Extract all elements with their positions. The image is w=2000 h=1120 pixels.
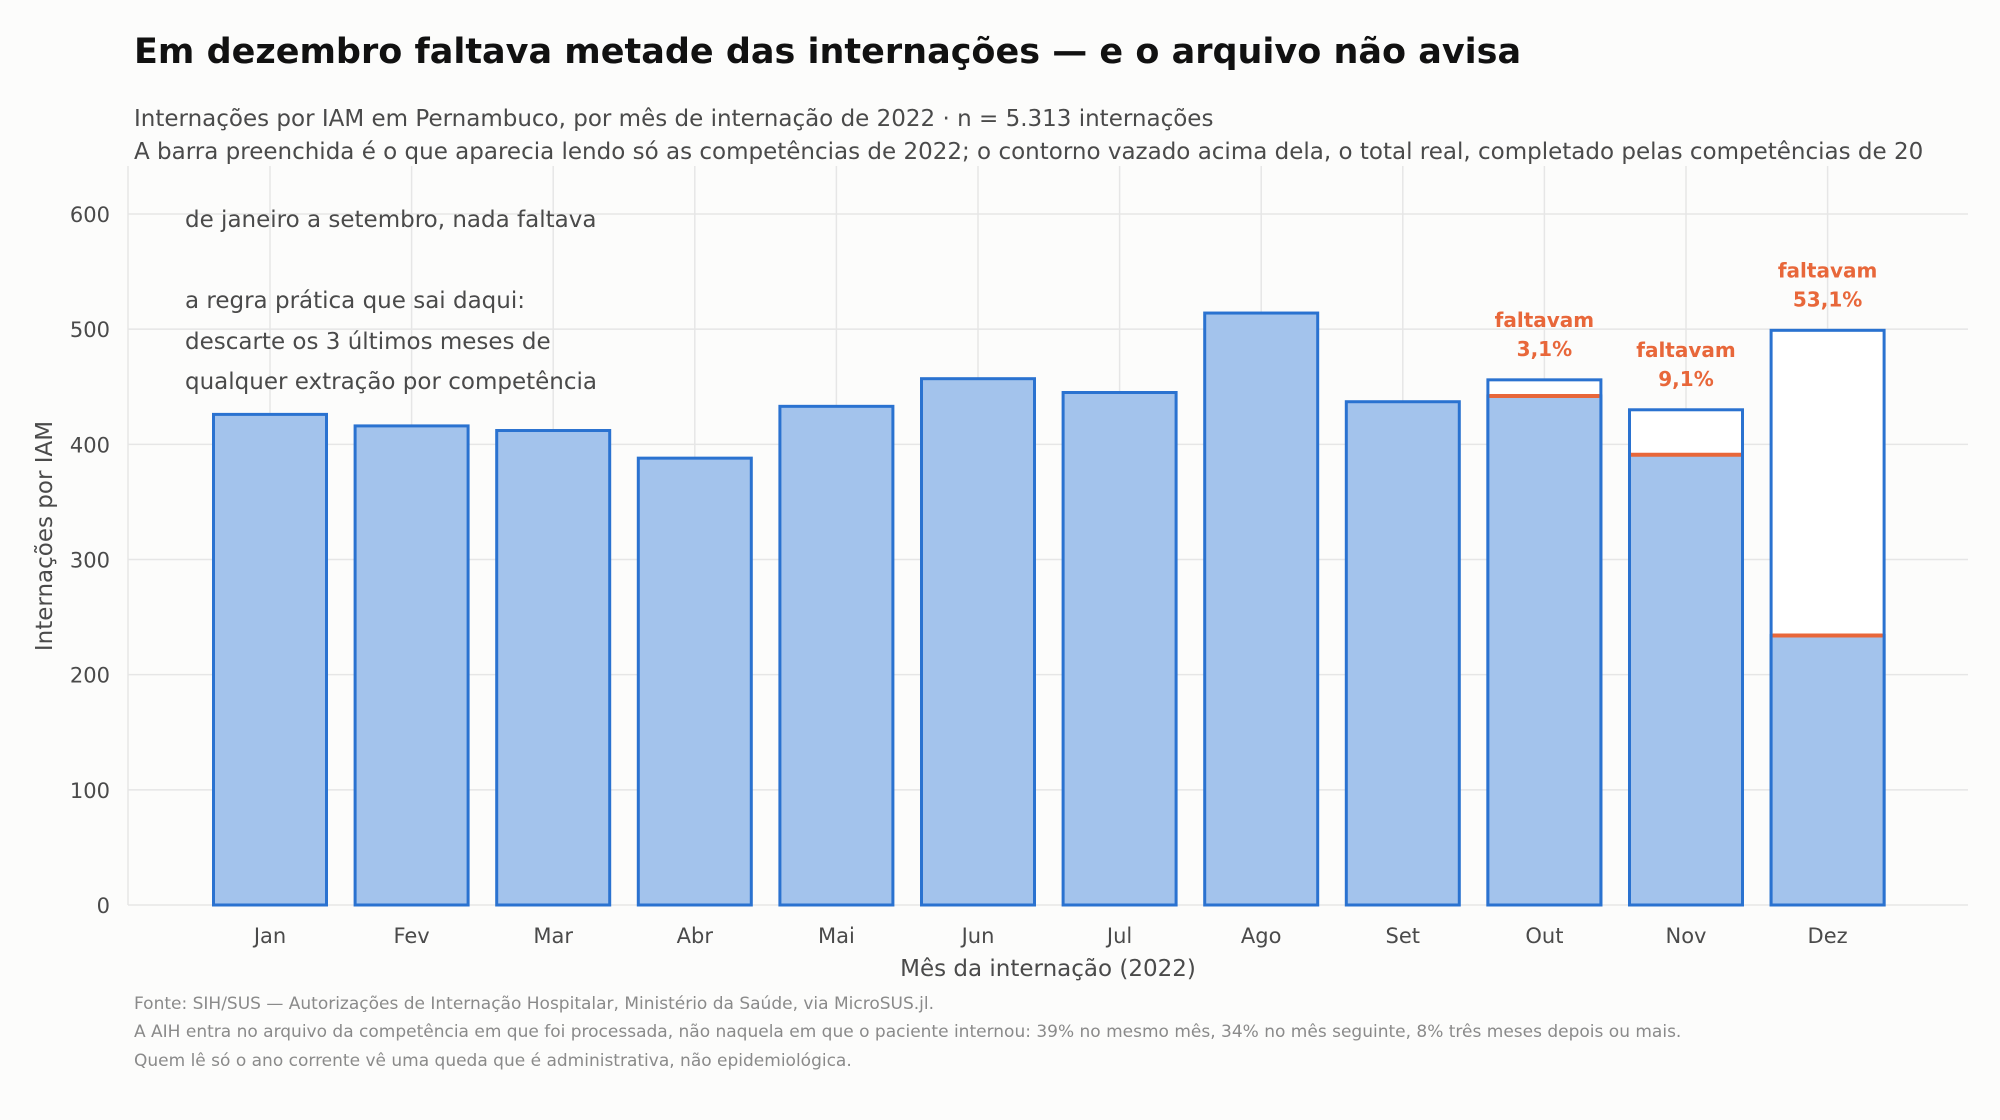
y-tick-label: 400 bbox=[70, 433, 110, 457]
annotation-note-1: de janeiro a setembro, nada faltava bbox=[185, 207, 596, 233]
data-labels: faltavam 3,1% faltavam 9,1% faltavam 53,1% bbox=[1495, 258, 1878, 390]
y-tick-label: 300 bbox=[70, 549, 110, 573]
x-axis-label: Mês da internação (2022) bbox=[900, 956, 1196, 982]
footnote-conclusion: Quem lê só o ano corrente vê uma queda q… bbox=[134, 1051, 852, 1071]
axis-ticks: 0 100 200 300 400 500 600 Jan Fev Mar Abr Mai Jun Jul… bbox=[70, 203, 1848, 948]
missing-label-nov: faltavam bbox=[1636, 338, 1735, 362]
y-tick-label: 500 bbox=[70, 318, 110, 342]
bar-observed-jun bbox=[920, 377, 1036, 907]
footnote-explanation: A AIH entra no arquivo da competência em… bbox=[134, 1022, 1682, 1042]
bar-observed-jul bbox=[1061, 391, 1178, 907]
missing-value-nov: 9,1% bbox=[1658, 367, 1713, 391]
bars bbox=[212, 311, 1886, 907]
bar-observed-out bbox=[1486, 394, 1603, 907]
bar-observed-mar bbox=[495, 429, 612, 907]
y-tick-label: 600 bbox=[70, 203, 110, 227]
x-tick-label: Fev bbox=[393, 924, 429, 948]
x-tick-label: Ago bbox=[1241, 924, 1282, 948]
annotation-note-2-line-2: descarte os 3 últimos meses de bbox=[185, 329, 551, 355]
annotations: de janeiro a setembro, nada faltava a re… bbox=[185, 207, 597, 395]
y-tick-label: 0 bbox=[97, 894, 110, 918]
x-tick-label: Jul bbox=[1105, 924, 1132, 948]
x-tick-label: Mai bbox=[818, 924, 855, 948]
chart-title: Em dezembro faltava metade das internaçõ… bbox=[134, 32, 1522, 72]
x-tick-label: Jun bbox=[960, 924, 995, 948]
annotation-note-2-line-1: a regra prática que sai daqui: bbox=[185, 288, 525, 314]
bar-observed-dez bbox=[1769, 634, 1886, 907]
y-axis-label: Internações por IAM bbox=[32, 421, 58, 651]
annotation-note-2-line-3: qualquer extração por competência bbox=[185, 369, 597, 395]
y-tick-label: 200 bbox=[70, 664, 110, 688]
missing-label-out: faltavam bbox=[1495, 308, 1594, 332]
bar-observed-ago bbox=[1203, 311, 1320, 907]
chart-subtitle-line-2: A barra preenchida é o que aparecia lend… bbox=[134, 139, 1924, 165]
bar-observed-fev bbox=[353, 424, 470, 907]
missing-value-out: 3,1% bbox=[1517, 337, 1572, 361]
bar-observed-set bbox=[1344, 400, 1461, 907]
x-tick-label: Out bbox=[1525, 924, 1563, 948]
missing-label-dez: faltavam bbox=[1778, 258, 1877, 282]
missing-value-dez: 53,1% bbox=[1793, 287, 1862, 311]
bar-observed-mai bbox=[778, 404, 895, 907]
y-tick-label: 100 bbox=[70, 779, 110, 803]
x-tick-label: Dez bbox=[1808, 924, 1848, 948]
x-tick-label: Jan bbox=[252, 924, 286, 948]
chart-subtitle-line-1: Internações por IAM em Pernambuco, por m… bbox=[134, 106, 1214, 132]
bar-observed-jan bbox=[212, 412, 328, 907]
bar-observed-nov bbox=[1628, 453, 1744, 907]
footnote-source: Fonte: SIH/SUS — Autorizações de Interna… bbox=[134, 994, 935, 1014]
x-tick-label: Nov bbox=[1666, 924, 1707, 948]
x-tick-label: Abr bbox=[677, 924, 714, 948]
x-tick-label: Set bbox=[1386, 924, 1420, 948]
x-tick-label: Mar bbox=[533, 924, 573, 948]
bar-observed-abr bbox=[636, 456, 753, 907]
